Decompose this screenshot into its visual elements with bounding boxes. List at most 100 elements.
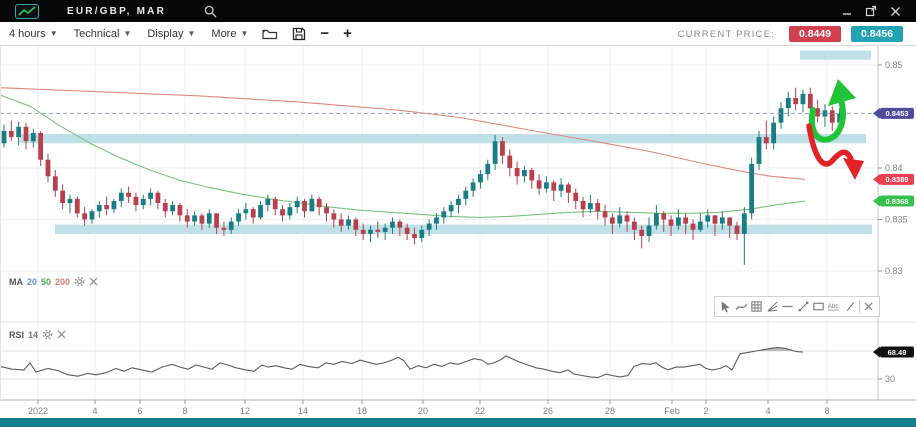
- close-button[interactable]: [888, 4, 902, 18]
- pointer-tool-icon[interactable]: [719, 299, 733, 315]
- candle-body: [338, 219, 344, 226]
- candle-body: [368, 229, 373, 234]
- candle-body: [675, 217, 681, 226]
- ma-legend-name: MA: [9, 276, 23, 287]
- bearish-arrowhead[interactable]: [843, 158, 864, 180]
- more-dropdown[interactable]: More ▼: [211, 28, 248, 40]
- time-tick-label: Feb: [664, 406, 680, 416]
- horizontal-line-tool-icon[interactable]: [781, 299, 795, 315]
- candle-body: [170, 205, 175, 212]
- open-folder-icon[interactable]: [262, 27, 278, 40]
- candle-body: [602, 211, 608, 218]
- candle-body: [741, 213, 747, 234]
- candle-body: [324, 207, 329, 214]
- display-dropdown[interactable]: Display ▼: [147, 28, 195, 40]
- rsi-line: [0, 346, 804, 379]
- candle-body: [309, 198, 315, 212]
- candle-body: [712, 215, 718, 224]
- candle-body: [822, 110, 828, 117]
- candle-body: [375, 229, 381, 232]
- timeframe-label: 4 hours: [9, 27, 46, 40]
- candle-body: [74, 198, 80, 214]
- candle-body: [749, 163, 755, 214]
- candle-body: [683, 217, 689, 224]
- ma-price-badge: [880, 173, 914, 185]
- brush-tool-icon[interactable]: [734, 299, 748, 315]
- rsi-value-badge-label: 68.49: [888, 348, 907, 357]
- candle-body: [155, 192, 161, 204]
- rsi-remove-icon[interactable]: [57, 330, 66, 339]
- text-tool-icon[interactable]: Abc: [827, 299, 841, 315]
- rsi-value-badge: [880, 346, 914, 358]
- candle-body: [793, 97, 799, 105]
- time-tick-label: 8: [182, 406, 187, 416]
- ma-remove-icon[interactable]: [89, 277, 98, 286]
- candle-body: [250, 209, 256, 218]
- bullish-arrowhead[interactable]: [828, 79, 856, 106]
- chevron-down-icon: ▼: [49, 29, 58, 38]
- close-drawing-toolbar-icon[interactable]: [861, 299, 875, 315]
- rsi-settings-gear-icon[interactable]: [42, 329, 53, 340]
- candle-body: [500, 141, 505, 156]
- candle-body: [558, 184, 564, 191]
- rectangle-tool-icon[interactable]: [812, 299, 826, 315]
- candle-body: [800, 93, 806, 105]
- candle-body: [96, 205, 102, 212]
- candle-body: [639, 229, 645, 236]
- candle-body: [162, 203, 168, 212]
- candle-body: [646, 225, 652, 236]
- line-tool-icon[interactable]: [843, 299, 857, 315]
- bullish-arrow-annotation[interactable]: [809, 97, 846, 143]
- bottom-scroll-bar[interactable]: [0, 418, 916, 427]
- candle-body: [265, 198, 271, 206]
- ma-period-50: 50: [41, 276, 52, 287]
- upper-resistance-zone[interactable]: [800, 50, 871, 60]
- price-tick-label: 0.85: [885, 60, 903, 70]
- ma-price-badge: [873, 195, 880, 207]
- candle-body: [390, 221, 395, 228]
- time-tick-label: 4: [765, 406, 770, 416]
- candle-body: [258, 205, 263, 218]
- time-tick-label: 2022: [28, 406, 48, 416]
- resistance-zone[interactable]: [20, 134, 866, 144]
- zoom-in-icon[interactable]: +: [343, 25, 352, 42]
- candle-body: [184, 215, 190, 222]
- candle-body: [148, 192, 153, 199]
- time-tick-label: 8: [824, 406, 829, 416]
- save-icon[interactable]: [292, 27, 306, 41]
- technical-dropdown[interactable]: Technical ▼: [74, 28, 132, 40]
- pattern-grid-tool-icon[interactable]: [750, 299, 764, 315]
- search-icon[interactable]: [204, 5, 217, 18]
- chart-canvas[interactable]: 0.85 0.84 0.835 0.83 0.8453 0.8389 0.8368 30 68.…: [0, 46, 916, 427]
- trend-line-tool-icon[interactable]: [796, 299, 810, 315]
- candle-body: [492, 141, 498, 164]
- candle-body: [140, 198, 146, 206]
- bearish-arrow-annotation[interactable]: [806, 123, 854, 167]
- candle-body: [617, 215, 623, 224]
- timeframe-dropdown[interactable]: 4 hours ▼: [9, 28, 58, 40]
- candle-body: [609, 217, 615, 224]
- candle-body: [653, 213, 659, 226]
- minimize-button[interactable]: [840, 4, 854, 18]
- candle-body: [16, 126, 22, 138]
- candle-body: [199, 215, 205, 224]
- popout-button[interactable]: [864, 4, 878, 18]
- rsi-legend: RSI 14: [9, 329, 66, 340]
- ma-settings-gear-icon[interactable]: [74, 276, 85, 287]
- candle-body: [426, 223, 432, 230]
- candle-body: [294, 200, 300, 208]
- display-label: Display: [147, 27, 184, 40]
- candle-body: [536, 180, 542, 189]
- fan-lines-tool-icon[interactable]: [765, 299, 779, 315]
- candle-body: [82, 213, 88, 220]
- candle-body: [566, 184, 571, 193]
- candle-body: [192, 215, 197, 222]
- chart-area[interactable]: 0.85 0.84 0.835 0.83 0.8453 0.8389 0.8368 30 68.…: [0, 46, 916, 427]
- title-bar: EUR/GBP, MAR: [0, 0, 916, 22]
- support-zone[interactable]: [55, 224, 872, 234]
- candle-body: [624, 215, 630, 222]
- zoom-out-icon[interactable]: −: [320, 25, 330, 42]
- candle-body: [382, 227, 388, 232]
- candle-body: [60, 190, 66, 204]
